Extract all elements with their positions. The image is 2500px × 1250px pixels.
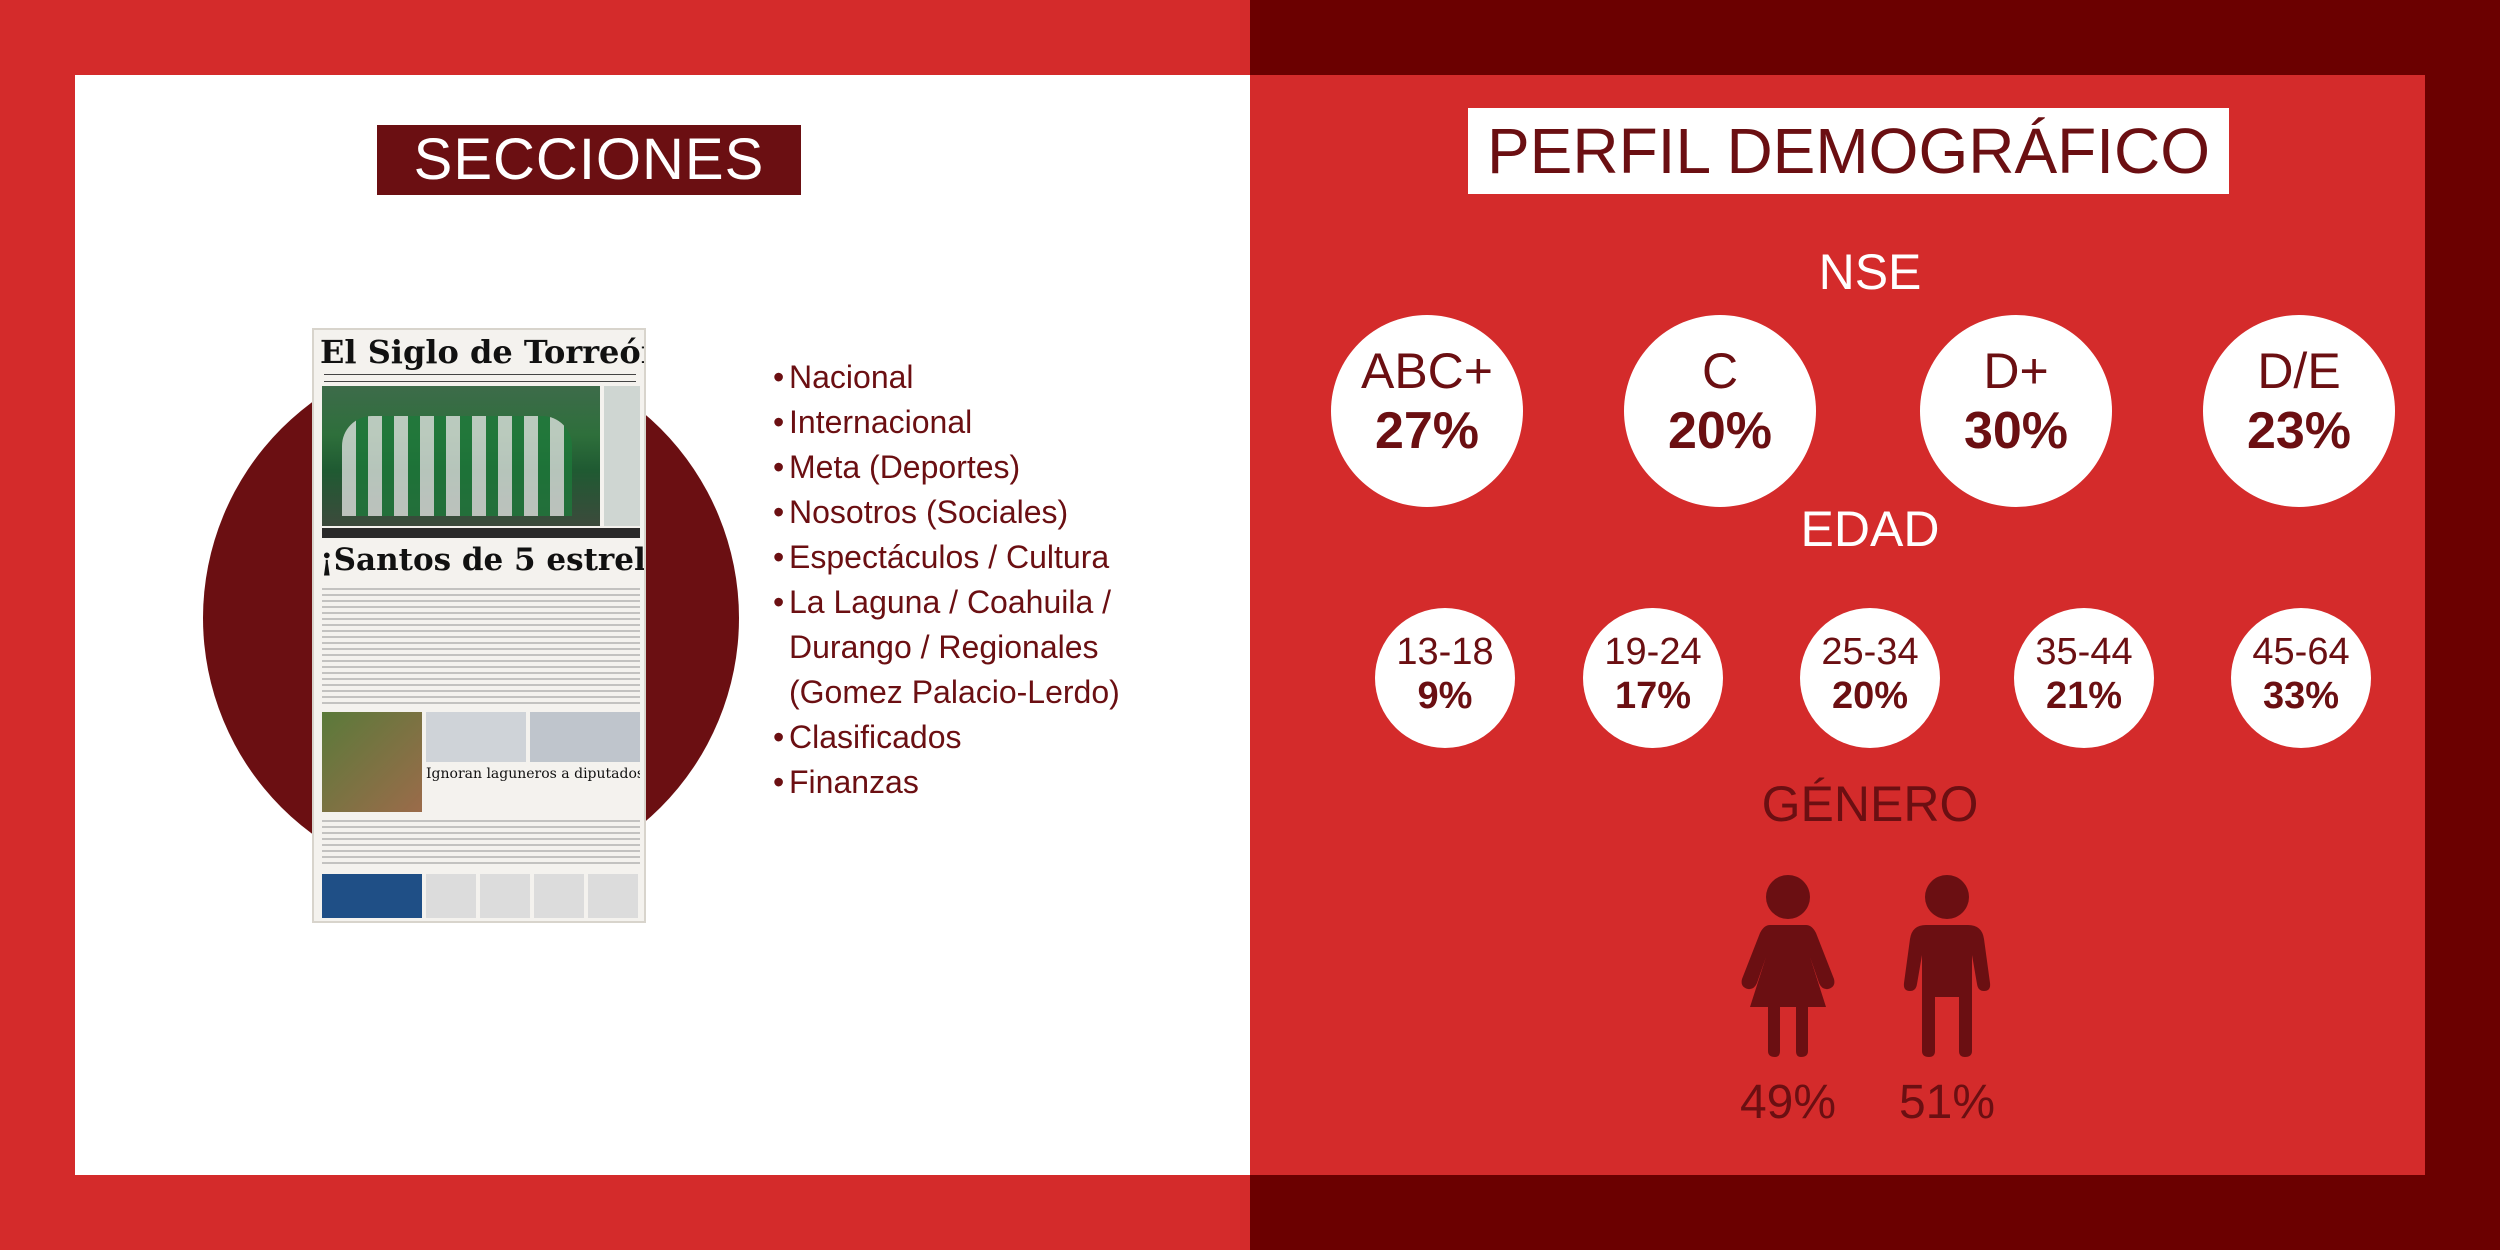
section-item: • Finanzas	[773, 764, 919, 800]
section-item: (Gomez Palacio-Lerdo)	[789, 674, 1120, 710]
nse-circle: D/E 23%	[2203, 315, 2395, 507]
nse-circle-label: D/E	[2257, 343, 2341, 399]
newspaper-masthead: El Siglo de Torreón	[320, 333, 646, 371]
nse-circle: D+ 30%	[1920, 315, 2112, 507]
section-item: • Nacional	[773, 359, 914, 395]
genero-label: GÉNERO	[1761, 776, 1979, 832]
male-percent: 51%	[1898, 1076, 1996, 1129]
nse-circle-label: ABC+	[1360, 343, 1493, 399]
section-item: • La Laguna / Coahuila /	[773, 584, 1112, 620]
newspaper-cover-image: El Siglo de Torreón ¡Santos de 5 estrell…	[312, 328, 646, 923]
edad-circle-value: 17%	[1614, 675, 1692, 717]
edad-circle: 25-34 20%	[1800, 608, 1940, 748]
newspaper-box	[530, 712, 640, 762]
edad-circle-label: 45-64	[2252, 631, 2350, 673]
newspaper-body-text	[322, 588, 640, 706]
nse-circle-value: 23%	[2246, 402, 2352, 460]
newspaper-photo	[322, 386, 600, 526]
edad-circle-label: 13-18	[1396, 631, 1494, 673]
newspaper-box	[426, 712, 526, 762]
edad-circle-label: 35-44	[2035, 631, 2133, 673]
edad-circle-value: 21%	[2045, 675, 2123, 717]
nse-circle-label: D+	[1983, 343, 2049, 399]
edad-circle-value: 33%	[2262, 675, 2340, 717]
secciones-title: SECCIONES	[377, 125, 801, 195]
newspaper-headline: ¡Santos de 5 estrellas!	[320, 542, 646, 578]
edad-label: EDAD	[1800, 501, 1940, 557]
newspaper-subheadline: Ignoran laguneros a diputados y su labor	[426, 766, 640, 782]
female-percent: 49%	[1739, 1076, 1837, 1129]
sections-list: • Nacional • Internacional • Meta (Deportes…	[773, 355, 1173, 805]
section-item: • Nosotros (Sociales)	[773, 494, 1069, 530]
nse-circle-value: 30%	[1963, 402, 2069, 460]
nse-circle-value: 20%	[1667, 402, 1773, 460]
perfil-panel: PERFIL DEMOGRÁFICO NSE ABC+ 27% C 20% D+…	[1250, 75, 2425, 1175]
section-item: • Internacional	[773, 404, 973, 440]
newspaper-footer	[426, 874, 640, 918]
perfil-title: PERFIL DEMOGRÁFICO	[1468, 108, 2229, 194]
nse-circle: ABC+ 27%	[1331, 315, 1523, 507]
section-item: Durango / Regionales	[789, 629, 1099, 665]
edad-circle: 45-64 33%	[2231, 608, 2371, 748]
edad-circle: 35-44 21%	[2014, 608, 2154, 748]
nse-circle-value: 27%	[1374, 402, 1480, 460]
edad-circle: 13-18 9%	[1375, 608, 1515, 748]
section-item: • Espectáculos / Cultura	[773, 539, 1110, 575]
edad-circle-value: 9%	[1417, 675, 1473, 717]
newspaper-strip	[322, 528, 640, 538]
newspaper-rule	[324, 374, 636, 382]
secciones-panel: SECCIONES El Siglo de Torreón ¡Santos de…	[75, 75, 1250, 1175]
newspaper-sidebar	[604, 386, 640, 526]
nse-circle: C 20%	[1624, 315, 1816, 507]
female-icon	[1741, 875, 1835, 1057]
newspaper-body-text	[322, 820, 640, 868]
edad-circle-label: 19-24	[1604, 631, 1702, 673]
newspaper-ad	[322, 874, 422, 918]
edad-circle: 19-24 17%	[1583, 608, 1723, 748]
nse-circle-label: C	[1701, 343, 1739, 399]
section-item: • Meta (Deportes)	[773, 449, 1021, 485]
edad-circle-label: 25-34	[1821, 631, 1919, 673]
newspaper-sports-photo	[322, 712, 422, 812]
male-icon	[1903, 875, 1991, 1057]
section-item: • Clasificados	[773, 719, 962, 755]
edad-circle-value: 20%	[1831, 675, 1909, 717]
nse-label: NSE	[1818, 244, 1922, 300]
